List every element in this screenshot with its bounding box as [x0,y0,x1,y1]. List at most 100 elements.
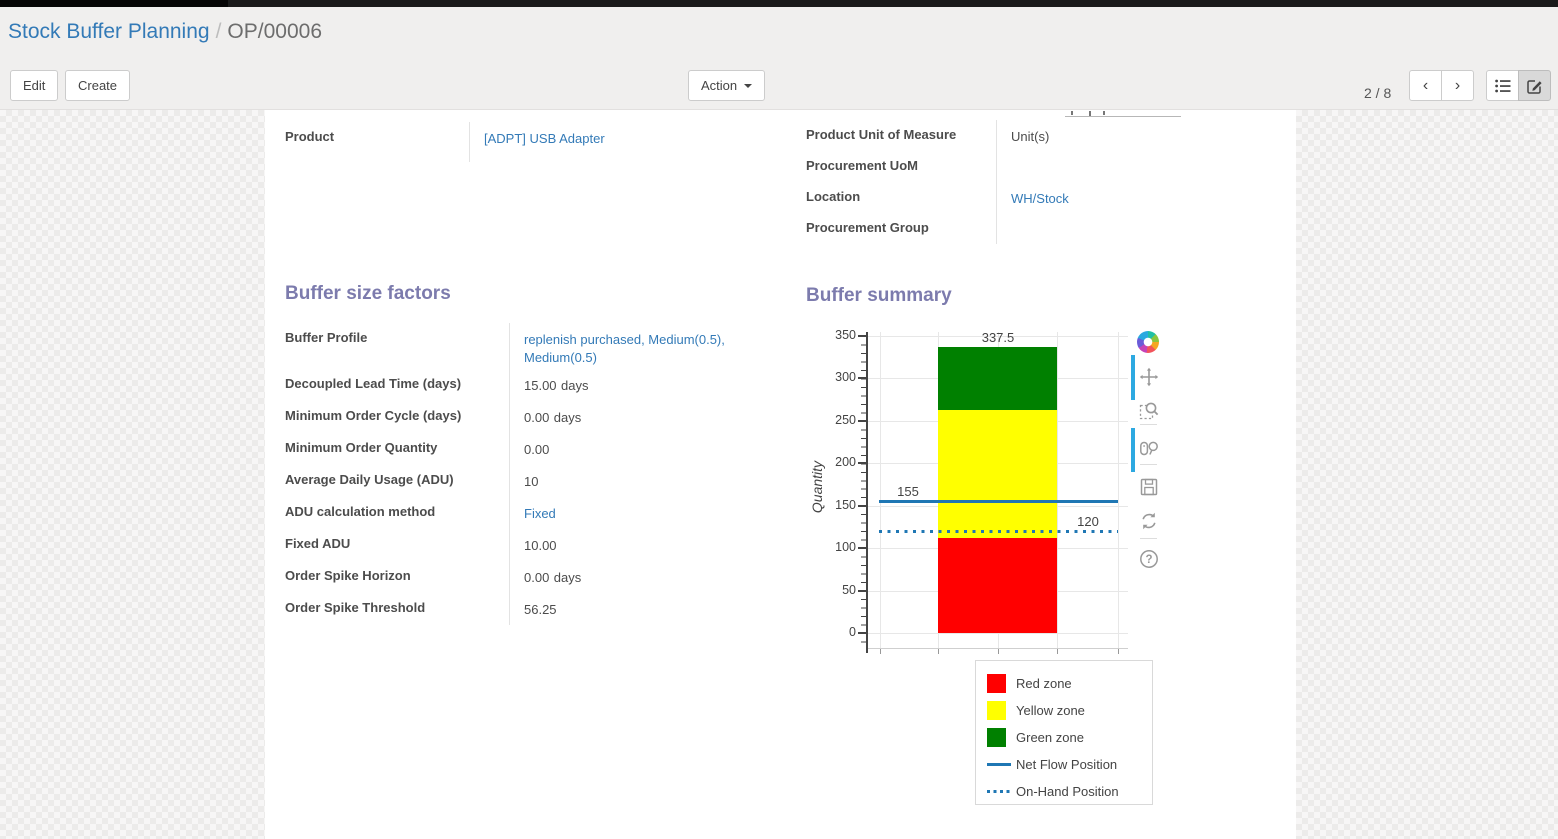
field-row-location: Location WH/Stock [806,182,1271,213]
chart-gridline [1118,332,1119,648]
field-value: 10.00 [524,538,557,553]
factor-row-minimum-order-quantity: Minimum Order Quantity 0.00 [285,433,795,465]
field-label: ADU calculation method [285,504,436,519]
field-value: 0.00 [524,410,550,425]
buffer-summary-title: Buffer summary [806,285,952,306]
edit-button[interactable]: Edit [10,70,59,101]
modebar-active-indicator [1131,355,1135,400]
save-icon[interactable] [1139,477,1159,497]
chart-y-tick-label: 250 [835,412,856,427]
reference-line-label: 155 [897,484,919,500]
field-label: Minimum Order Quantity [285,440,438,455]
chart-y-tick-label: 350 [835,328,856,342]
list-view-icon [1494,79,1510,92]
chart-y-tick [858,377,866,380]
chart-y-tick-label: 150 [835,497,856,512]
modebar-active-indicator [1131,428,1135,472]
hover-compare-icon[interactable] [1139,439,1159,459]
field-value: 10 [524,474,539,489]
field-value-link[interactable]: replenish purchased, Medium(0.5), Medium… [524,332,725,365]
chart-x-tick [1057,649,1058,654]
action-menu-button[interactable]: Action [688,70,766,101]
bar-segment-green-zone [938,346,1057,411]
breadcrumb-parent-link[interactable]: Stock Buffer Planning [8,20,210,43]
legend-item-yellow-zone[interactable]: Yellow zone [976,697,1152,724]
product-value-link[interactable]: [ADPT] USB Adapter [484,131,605,146]
factor-row-decoupled-lead-time-days: Decoupled Lead Time (days) 15.00 days [285,369,795,401]
factor-row-order-spike-threshold: Order Spike Threshold 56.25 [285,593,795,625]
field-uom-suffix: days [553,570,582,585]
bar-segment-yellow-zone [938,410,1057,538]
control-panel: Stock Buffer Planning / OP/00006 Edit Crea… [0,7,1558,110]
chart-y-tick [858,419,866,422]
breadcrumb: Stock Buffer Planning / OP/00006 [8,20,322,44]
chart-x-tick [1118,649,1119,654]
field-label: Order Spike Horizon [285,568,411,583]
field-uom-suffix: days [561,378,589,393]
chart-y-tick-label: 0 [849,625,856,639]
form-sheet: Product [ADPT] USB Adapter Product Unit … [265,110,1296,839]
buffer-factors-title: Buffer size factors [285,283,451,304]
legend-label: Net Flow Position [1016,757,1118,772]
chart-y-minor-ticks [861,336,866,650]
top-navbar-segment [0,0,228,7]
view-switcher [1486,70,1551,101]
field-label: Location [806,189,861,204]
reference-line-label: 120 [1077,514,1099,530]
legend-swatch [987,674,1013,693]
chart-y-tick [858,632,866,634]
previous-record-button[interactable]: ‹ [1409,70,1442,101]
legend-label: Red zone [1016,676,1072,691]
field-label: Product Unit of Measure [806,127,957,142]
top-navbar [0,0,1558,7]
reset-axes-icon[interactable] [1139,511,1159,531]
pan-icon[interactable] [1139,367,1159,387]
field-value: Unit(s) [1011,129,1050,144]
legend-item-red-zone[interactable]: Red zone [976,670,1152,697]
create-button[interactable]: Create [65,70,131,101]
chart-y-tick [858,504,866,507]
legend-label: On-Hand Position [1016,784,1119,799]
chart-gridline [880,332,881,648]
form-view-button[interactable] [1518,70,1551,101]
chart-x-axis-line [868,648,1128,649]
chart-y-tick-label: 100 [835,540,856,555]
svg-text:?: ? [1145,554,1152,566]
reference-line-net-flow-position [879,499,1118,503]
plotly-logo-icon[interactable] [1137,331,1159,353]
box-zoom-icon[interactable] [1139,400,1159,420]
field-value: 15.00 [524,378,557,393]
field-value-link[interactable]: WH/Stock [1011,191,1069,206]
factor-row-average-daily-usage-adu: Average Daily Usage (ADU) 10 [285,465,795,497]
red-zone-swatch [987,674,1006,693]
field-label: Buffer Profile [285,330,368,345]
field-label: Procurement UoM [806,158,918,173]
factor-row-fixed-adu: Fixed ADU 10.00 [285,529,795,561]
chart-y-tick-label: 50 [842,582,856,597]
legend-item-net-flow-position[interactable]: Net Flow Position [976,751,1152,778]
field-label: Procurement Group [806,220,929,235]
form-view-background: Product [ADPT] USB Adapter Product Unit … [0,110,1558,839]
pager-counter: 2 / 8 [1364,85,1392,101]
modebar-separator [1140,464,1157,465]
field-value-link[interactable]: Fixed [524,506,556,521]
field-label: Decoupled Lead Time (days) [285,376,462,391]
field-value: 0.00 [524,442,550,457]
chart-gridline [1057,332,1058,648]
yellow-zone-swatch [987,701,1006,720]
list-view-button[interactable] [1486,70,1519,101]
caret-down-icon [744,83,753,88]
reference-line-on-hand-position [879,529,1118,533]
breadcrumb-current: OP/00006 [227,20,322,43]
field-row-product-unit-of-measure: Product Unit of Measure Unit(s) [806,120,1271,151]
next-record-button[interactable]: › [1441,70,1474,101]
chart-y-tick [858,462,866,465]
chart-y-tick [858,589,866,592]
legend-swatch [987,701,1013,720]
legend-swatch [987,763,1013,766]
field-row-procurement-group: Procurement Group [806,213,1271,244]
help-icon[interactable]: ? [1139,549,1159,569]
legend-item-on-hand-position[interactable]: On-Hand Position [976,778,1152,805]
legend-item-green-zone[interactable]: Green zone [976,724,1152,751]
chevron-right-icon: › [1454,76,1461,94]
